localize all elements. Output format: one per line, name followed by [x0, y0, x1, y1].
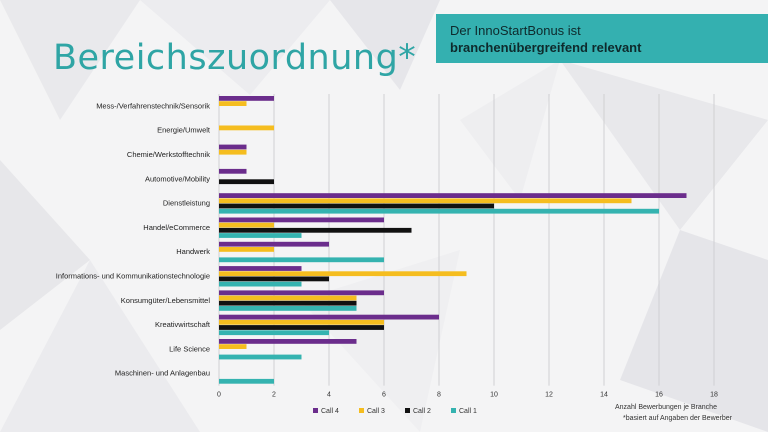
- bar-call-4: [219, 96, 274, 101]
- category-label: Maschinen- und Anlagenbau: [115, 369, 210, 378]
- bar-call-4: [219, 168, 247, 174]
- bar-call-3: [219, 198, 632, 204]
- category-label: Life Science: [169, 344, 210, 353]
- category-label: Handwerk: [176, 247, 210, 256]
- bar-call-1: [219, 378, 274, 384]
- bar-call-1: [219, 330, 329, 336]
- bar-call-2: [219, 179, 274, 185]
- x-tick-label: 2: [272, 392, 276, 399]
- legend-swatch: [451, 408, 456, 413]
- bar-call-4: [219, 266, 302, 271]
- bar-call-2: [219, 325, 384, 330]
- bar-call-2: [219, 300, 357, 306]
- footnote: *basiert auf Angaben der Bewerber: [623, 415, 732, 422]
- bar-call-3: [219, 101, 247, 106]
- bar-call-4: [219, 144, 247, 150]
- legend-swatch: [359, 408, 364, 413]
- bar-call-1: [219, 281, 302, 287]
- x-tick-label: 16: [655, 392, 663, 399]
- legend-label: Call 2: [413, 408, 431, 415]
- bar-call-1: [219, 208, 659, 214]
- bar-call-4: [219, 241, 329, 247]
- x-tick-label: 4: [327, 392, 331, 399]
- legend-label: Call 4: [321, 408, 339, 415]
- x-axis-label: Anzahl Bewerbungen je Branche: [615, 404, 717, 411]
- x-tick-label: 18: [710, 392, 718, 399]
- category-label: Konsumgüter/Lebensmittel: [121, 296, 211, 305]
- bar-call-3: [219, 344, 247, 349]
- category-label: Handel/eCommerce: [143, 223, 210, 232]
- bar-call-1: [219, 257, 384, 263]
- bar-call-4: [219, 314, 439, 320]
- legend-swatch: [313, 408, 318, 413]
- category-label: Mess-/Verfahrenstechnik/Sensorik: [96, 101, 210, 110]
- category-label: Energie/Umwelt: [157, 126, 211, 135]
- bar-call-4: [219, 339, 357, 344]
- x-tick-label: 6: [382, 392, 386, 399]
- category-label: Dienstleistung: [163, 199, 210, 208]
- bar-call-3: [219, 295, 357, 301]
- bar-call-1: [219, 233, 302, 238]
- bar-call-3: [219, 319, 384, 325]
- callout-line-1: Der InnoStartBonus ist: [450, 23, 581, 38]
- x-tick-label: 12: [545, 392, 553, 399]
- bar-call-4: [219, 290, 384, 296]
- bar-call-3: [219, 247, 274, 252]
- x-tick-label: 10: [490, 392, 498, 399]
- bar-call-1: [219, 354, 302, 360]
- bar-call-4: [219, 193, 687, 198]
- legend-swatch: [405, 408, 410, 413]
- legend-label: Call 1: [459, 408, 477, 415]
- bar-call-3: [219, 271, 467, 277]
- x-tick-label: 0: [217, 392, 221, 399]
- bar-call-3: [219, 149, 247, 155]
- bar-call-3: [219, 125, 274, 131]
- x-tick-label: 14: [600, 392, 608, 399]
- category-label: Chemie/Werkstofftechnik: [127, 150, 210, 159]
- category-label: Automotive/Mobility: [145, 174, 210, 183]
- legend-label: Call 3: [367, 408, 385, 415]
- bar-call-1: [219, 306, 357, 311]
- bar-call-4: [219, 217, 384, 223]
- x-tick-label: 8: [437, 392, 441, 399]
- callout-line-2: branchenübergreifend relevant: [450, 40, 642, 55]
- bar-call-3: [219, 222, 274, 228]
- bar-call-2: [219, 203, 494, 209]
- bar-call-2: [219, 227, 412, 233]
- bar-call-2: [219, 276, 329, 282]
- category-label: Informations- und Kommunikationstechnolo…: [56, 272, 210, 281]
- callout-box: Der InnoStartBonus ist branchenübergreif…: [436, 14, 768, 63]
- category-label: Kreativwirtschaft: [155, 320, 211, 329]
- page-title: Bereichszuordnung*: [53, 38, 417, 78]
